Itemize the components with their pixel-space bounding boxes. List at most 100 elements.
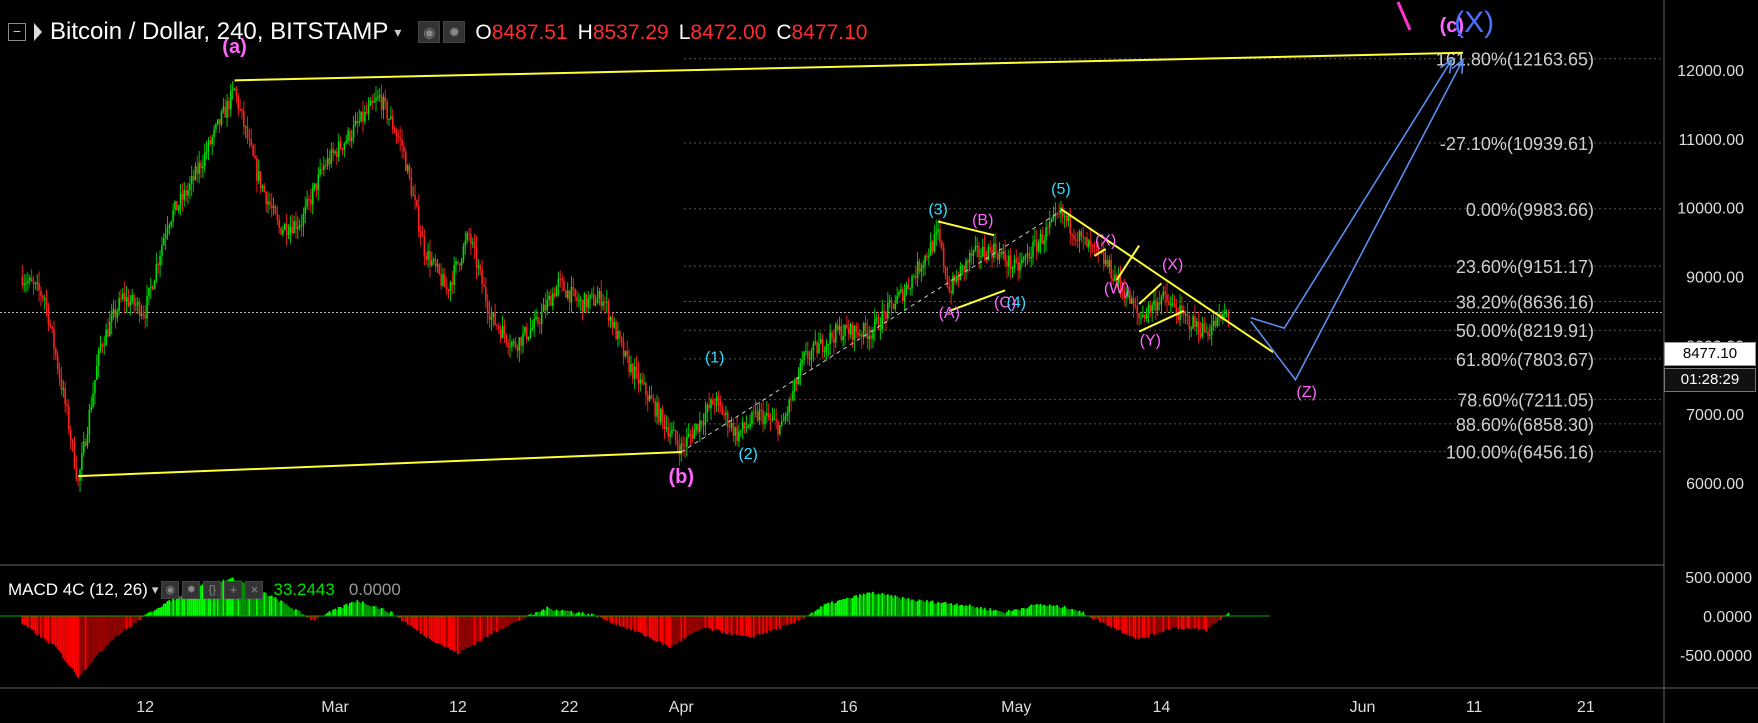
candle-body <box>501 326 504 339</box>
macd-bar <box>391 611 394 616</box>
candle-body <box>641 379 643 384</box>
macd-bar <box>626 616 629 630</box>
macd-bar <box>829 603 832 616</box>
macd-bar <box>1020 608 1023 616</box>
candle-body <box>103 345 106 347</box>
candle-body <box>498 326 500 330</box>
candle-body <box>92 393 94 408</box>
candle-body <box>555 286 558 297</box>
macd-bar <box>499 616 502 630</box>
macd-bar <box>939 602 941 616</box>
macd-bar <box>25 616 27 625</box>
price-axis-tick: 9000.00 <box>1686 270 1744 287</box>
candle-body <box>144 314 146 319</box>
chevron-down-icon[interactable]: ▾ <box>394 23 402 40</box>
candle-body <box>1075 239 1077 241</box>
macd-bar <box>302 614 305 616</box>
symbol-title[interactable]: Bitcoin / Dollar, 240, BITSTAMP <box>50 18 389 45</box>
eye-icon[interactable]: ◉ <box>418 21 441 43</box>
macd-bar <box>769 616 772 632</box>
candle-body <box>1015 259 1018 263</box>
macd-bar <box>1026 608 1029 616</box>
candle-body <box>961 265 964 268</box>
close-icon[interactable]: × <box>245 581 264 599</box>
candle-body <box>330 149 333 164</box>
candle-body <box>747 426 750 428</box>
chevron-down-icon[interactable]: ▾ <box>151 582 159 597</box>
candle-body <box>187 189 189 196</box>
macd-bar <box>860 595 863 616</box>
candle-body <box>1149 304 1152 312</box>
wave-channel-line <box>680 210 1062 453</box>
macd-bar <box>471 616 474 645</box>
candle-body <box>520 337 522 346</box>
ohlc-value: 8477.10 <box>791 21 868 44</box>
candle-body <box>591 293 593 295</box>
plus-icon[interactable]: + <box>224 581 243 599</box>
macd-bar <box>261 593 264 616</box>
candle-body <box>680 443 683 455</box>
candle-body <box>1004 251 1006 262</box>
macd-bar <box>523 616 526 619</box>
macd-bar <box>1000 611 1003 616</box>
candle-body <box>996 253 999 260</box>
macd-bar <box>215 582 217 616</box>
macd-bar <box>103 616 106 650</box>
candle-body <box>414 195 416 201</box>
macd-title[interactable]: MACD 4C (12, 26) <box>8 580 148 599</box>
macd-bar <box>265 593 268 616</box>
candle-body <box>1021 260 1023 264</box>
macd-bar <box>602 616 604 619</box>
macd-bar <box>161 606 163 616</box>
macd-bar <box>443 616 446 648</box>
candle-body <box>1188 316 1191 329</box>
candle-body <box>909 287 911 289</box>
macd-bar <box>657 616 660 641</box>
candle-body <box>153 280 156 290</box>
macd-bar <box>689 616 692 635</box>
macd-bar <box>730 616 733 636</box>
candle-body <box>377 96 379 99</box>
candle-body <box>399 137 401 140</box>
gear-icon[interactable]: ✹ <box>443 21 466 43</box>
candle-body <box>1032 241 1034 258</box>
candle-body <box>1166 294 1168 302</box>
macd-bar <box>445 616 448 647</box>
source-code-icon[interactable]: {} <box>203 581 222 599</box>
macd-bar <box>533 614 536 616</box>
macd-bar <box>363 603 366 616</box>
macd-bar <box>442 616 444 647</box>
candle-body <box>972 250 975 256</box>
macd-bar <box>481 616 483 641</box>
macd-bar <box>337 606 340 616</box>
candle-body <box>637 370 640 384</box>
candle-body <box>1013 259 1016 269</box>
macd-bar <box>1125 616 1127 635</box>
candle-body <box>442 274 444 286</box>
candle-body <box>710 399 712 409</box>
candle-body <box>1006 261 1008 267</box>
macd-bar <box>676 616 679 644</box>
macd-bar <box>1134 616 1137 640</box>
macd-bar <box>728 616 731 633</box>
macd-bar <box>903 597 906 616</box>
macd-bar <box>107 616 109 645</box>
gear-icon[interactable]: ✹ <box>182 581 201 599</box>
candle-body <box>700 420 703 425</box>
candle-body <box>429 251 431 266</box>
candle-body <box>684 445 686 447</box>
candle-body <box>404 151 407 171</box>
wave-label: (a) <box>222 36 246 58</box>
macd-bar <box>907 598 910 616</box>
candle-body <box>818 343 820 354</box>
macd-bar <box>295 609 297 616</box>
candle-body <box>978 245 980 258</box>
macd-bar <box>818 608 820 616</box>
candle-body <box>596 297 599 304</box>
eye-icon[interactable]: ◉ <box>161 581 180 599</box>
collapse-icon[interactable]: − <box>8 23 26 41</box>
candle-body <box>1097 246 1099 252</box>
macd-bar <box>574 613 577 616</box>
macd-bar <box>685 616 688 637</box>
